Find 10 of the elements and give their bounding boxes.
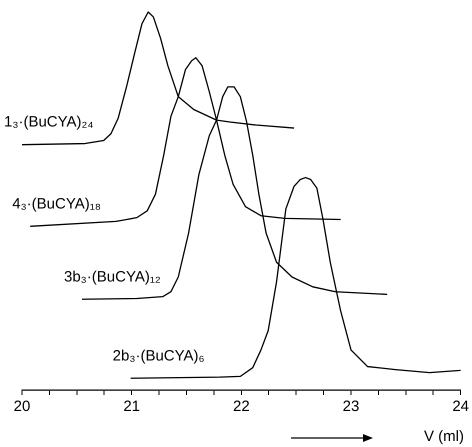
- series-label: 1₃·(BuCYA)₂₄: [4, 114, 94, 131]
- series-label: 4₃·(BuCYA)₁₈: [12, 195, 102, 212]
- x-tick-label: 20: [14, 398, 30, 416]
- x-tick-label: 21: [123, 398, 140, 416]
- x-axis-title: V (ml): [424, 428, 464, 445]
- x-tick-label: 22: [232, 398, 250, 416]
- x-tick-label: 24: [452, 398, 469, 416]
- x-tick-label: 23: [342, 398, 360, 416]
- series-label: 2b₃·(BuCYA)₆: [112, 347, 205, 364]
- series-label: 3b₃·(BuCYA)₁₂: [64, 268, 161, 286]
